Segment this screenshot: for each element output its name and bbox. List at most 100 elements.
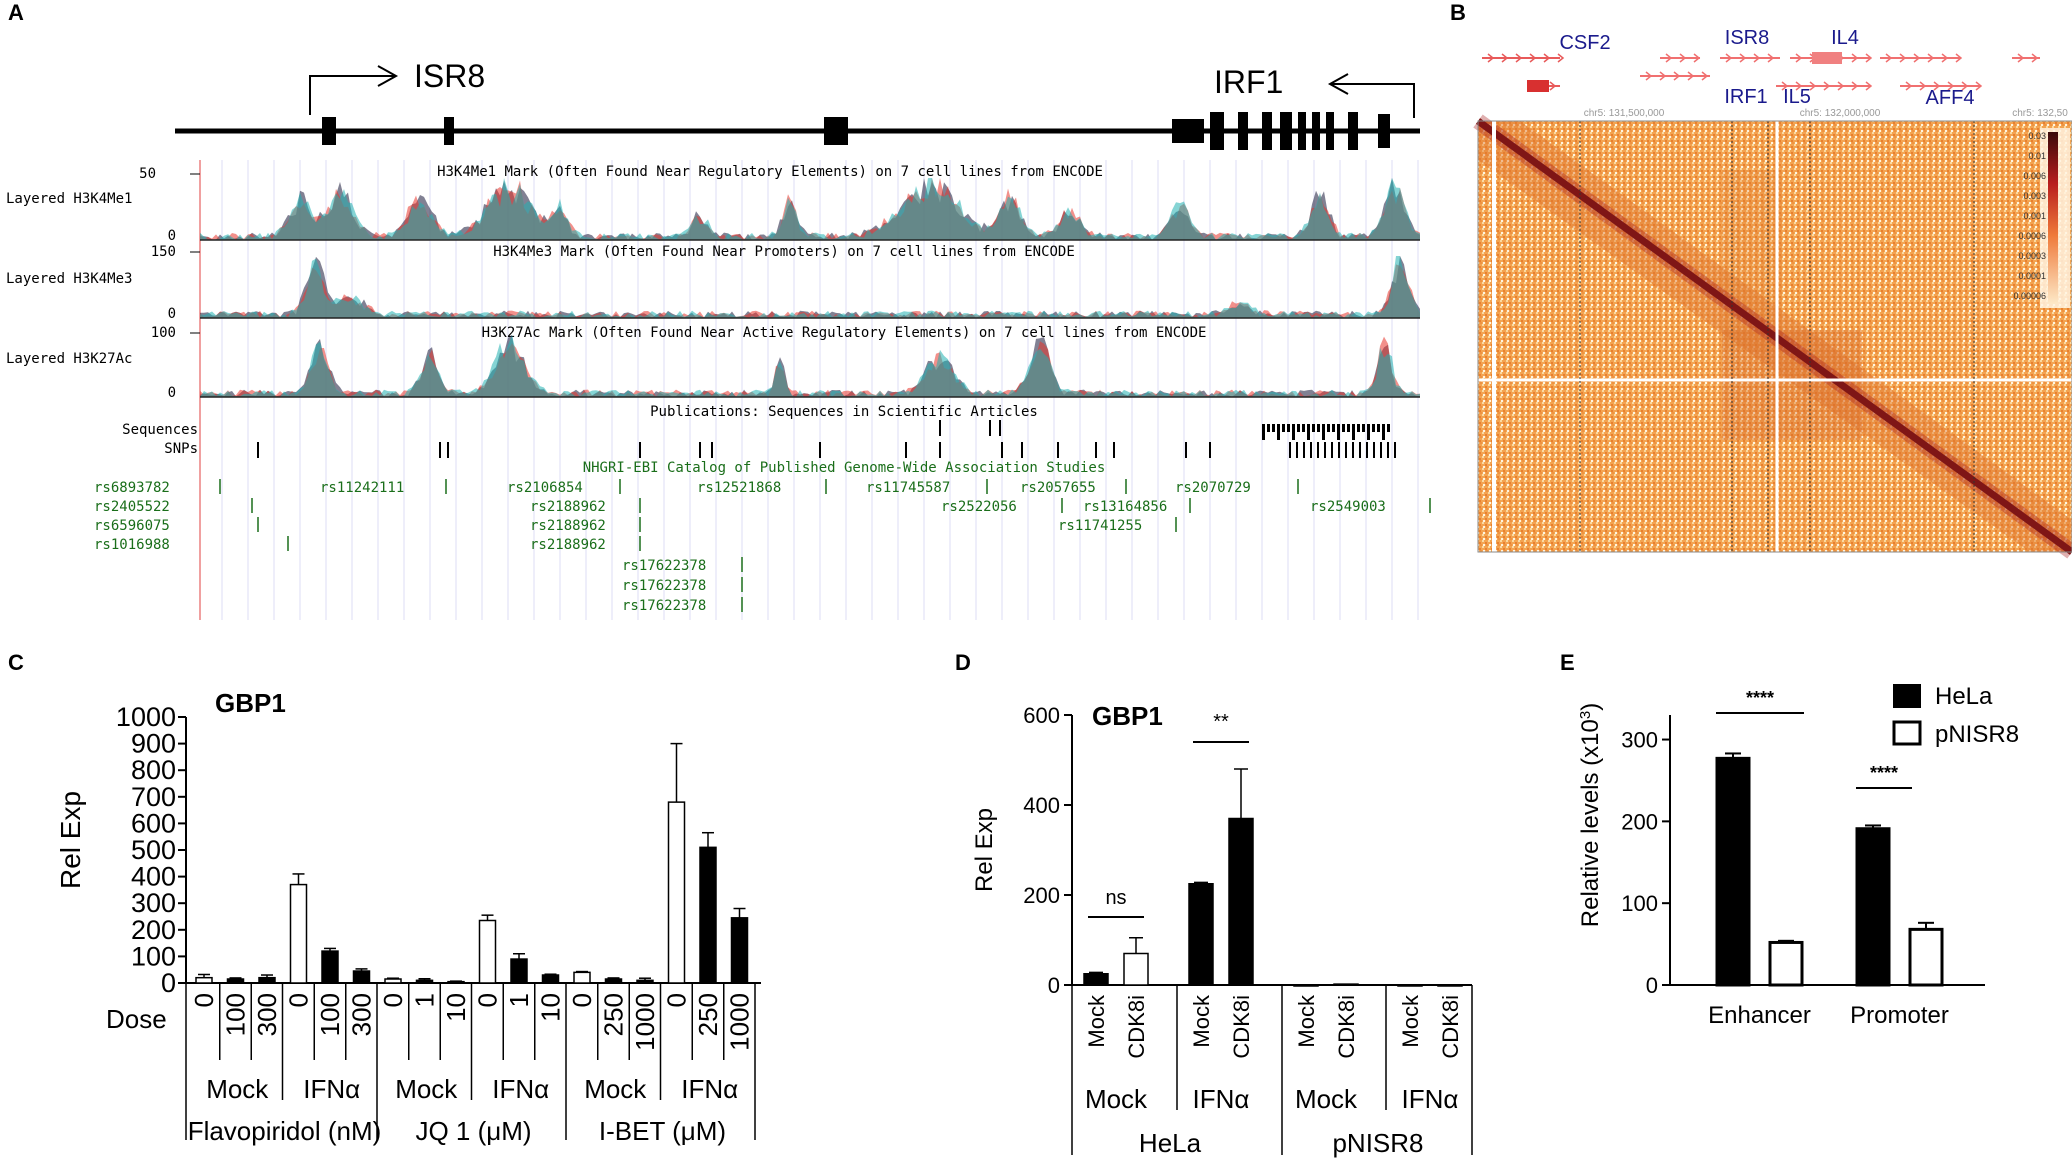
gene-model-chevron (2017, 53, 2025, 63)
sequence-block (1382, 424, 1385, 440)
bar (415, 979, 434, 984)
sequence-block (1357, 424, 1360, 432)
gene-model-chevron (1529, 53, 1537, 63)
exon-block (1326, 112, 1334, 150)
bar (510, 958, 528, 984)
colorbar-label: 0.0001 (2018, 271, 2046, 281)
dose-tick-label: 10 (441, 993, 471, 1022)
chart-e-ylabel-end: ) (1577, 703, 1604, 711)
gene-model-chevron (1701, 71, 1709, 81)
sequence-block (1277, 424, 1280, 440)
coord-label: chr5: 131,500,000 (1584, 108, 1665, 119)
track-title: H3K4Me1 Mark (Often Found Near Regulator… (437, 164, 1103, 180)
gene-annotation-track (1482, 52, 2040, 92)
chart-d-ylabel: Rel Exp (971, 808, 998, 892)
treatment-group-label: IFNα (492, 1074, 549, 1104)
gwas-snp-label: rs2188962 (530, 499, 606, 515)
sequence-block (1342, 424, 1345, 432)
sequences-label: Sequences (122, 422, 198, 438)
dose-tick-label: 0 (189, 993, 219, 1007)
gwas-snp-label: rs17622378 (622, 558, 706, 574)
gene-model-chevron (1885, 53, 1893, 63)
gwas-snp-label: rs11741255 (1058, 518, 1142, 534)
gwas-snp-label: rs11745587 (866, 480, 950, 496)
sequence-block (1327, 424, 1330, 432)
bar (1855, 827, 1891, 987)
gene-model-chevron (1823, 81, 1831, 91)
treatment-group-label: Mock (395, 1074, 458, 1104)
track-max-label: 150 (151, 244, 176, 260)
signal-layer (200, 178, 1420, 240)
panel-b-label: B (1450, 0, 1466, 25)
y-tick-label: 1000 (116, 702, 176, 732)
y-tick-label: 0 (161, 968, 176, 998)
exon-block (1348, 112, 1358, 150)
dose-tick-label: 0 (662, 993, 692, 1007)
y-tick-label: 0 (1048, 973, 1060, 998)
gene-model-chevron (1557, 53, 1565, 63)
signal-layer (200, 178, 1420, 240)
heatmap-frame (1477, 120, 2072, 553)
sequence-block (1287, 424, 1290, 432)
gene-model-chevron (1933, 81, 1941, 91)
gene-model-chevron (1865, 53, 1873, 63)
panel-c: C GBP1 Rel Exp Dose 10009008007006005004… (8, 650, 761, 1146)
y-tick-label: 400 (1023, 793, 1060, 818)
sequence-block (1272, 424, 1275, 432)
gene-model-chevron (1543, 53, 1551, 63)
drug-label: I-BET (μM) (599, 1116, 726, 1146)
dose-tick-label: 300 (347, 993, 377, 1036)
bar (1293, 984, 1319, 987)
bar (667, 801, 686, 984)
gwas-snp-label: rs6893782 (94, 480, 170, 496)
sequence-block (1312, 424, 1315, 432)
gwas-snp-label: rs2188962 (530, 518, 606, 534)
bar (699, 846, 717, 984)
category-label: Enhancer (1708, 1002, 1811, 1029)
chart-c-dose-label: Dose (106, 1004, 167, 1034)
gene-model-chevron (1645, 71, 1653, 81)
gene-model-chevron (1865, 81, 1873, 91)
sequence-block (1362, 424, 1365, 432)
gwas-snp-label: rs13164856 (1083, 499, 1167, 515)
gene-model-chevron (1975, 81, 1983, 91)
sequence-block (1377, 424, 1380, 432)
gwas-snp-label: rs2106854 (507, 480, 583, 496)
gwas-snp-label: rs2057655 (1020, 480, 1096, 496)
track-min-label: 0 (168, 306, 176, 322)
y-tick-label: 300 (1621, 728, 1658, 753)
exon-block (1238, 112, 1248, 150)
panel-d-label: D (955, 650, 971, 675)
treatment-group-label: IFNα (1402, 1084, 1459, 1114)
dose-tick-label: 100 (221, 993, 251, 1036)
bar (352, 970, 371, 984)
heatmap-diagonal (1475, 118, 2072, 555)
y-tick-label: 800 (131, 755, 176, 785)
track-signal (200, 256, 1420, 319)
gwas-snp-label: rs2188962 (530, 537, 606, 553)
gwas-snp-label: rs12521868 (697, 480, 781, 496)
sequence-block (1322, 424, 1325, 440)
legend-label-pnisr8: pNISR8 (1935, 721, 2019, 748)
colorbar-label: 0.03 (2028, 131, 2046, 141)
panel-a-label: A (8, 0, 24, 25)
gene-model-chevron (1673, 71, 1681, 81)
drug-label: Flavopiridol (nM) (188, 1116, 382, 1146)
gwas-snp-list: rs6893782 rs2405522 rs6596075 rs1016988 rs11… (94, 479, 1431, 614)
track-h3k27ac: 100 0 Layered H3K27Ac H3K27Ac Mark (Ofte… (6, 325, 1420, 401)
publications-title: Publications: Sequences in Scientific Ar… (650, 404, 1038, 420)
treatment-group-label: Mock (1085, 1084, 1148, 1114)
sequence-block (1267, 424, 1270, 432)
panel-c-label: C (8, 650, 24, 675)
significance-label: ** (1213, 711, 1229, 733)
exon-block (444, 117, 454, 145)
heatmap-colorbar: 0.03 0.01 0.006 0.003 0.001 0.0006 0.0003 0.000… (2013, 128, 2070, 308)
sequence-block (1367, 424, 1370, 440)
panel-a: A ISR8 IRF1 50 0 Layered H3K4Me1 (6, 0, 1431, 620)
gene-model-chevron (1767, 53, 1775, 63)
gwas-title: NHGRI-EBI Catalog of Published Genome-Wi… (583, 460, 1106, 476)
y-tick-label: 500 (131, 835, 176, 865)
y-tick-label: 600 (131, 808, 176, 838)
y-tick-label: 400 (131, 862, 176, 892)
